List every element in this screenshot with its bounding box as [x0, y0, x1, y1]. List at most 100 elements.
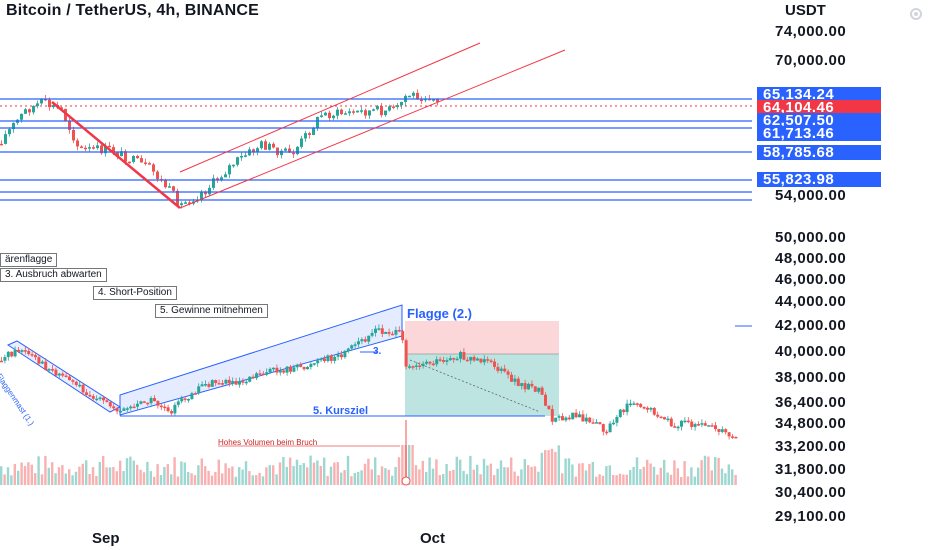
- candle: [139, 401, 143, 404]
- candle: [264, 141, 267, 150]
- candle: [612, 422, 615, 425]
- candle: [384, 331, 388, 334]
- candle: [132, 156, 135, 162]
- volume-bar: [261, 476, 265, 485]
- volume-bar: [537, 471, 540, 485]
- candle: [136, 156, 139, 159]
- volume-bar: [394, 466, 397, 485]
- candle: [132, 406, 136, 409]
- volume-bar: [156, 464, 159, 485]
- candle: [78, 384, 82, 387]
- price-tick: 42,000.00: [775, 317, 847, 334]
- candle: [632, 403, 636, 405]
- candle: [669, 418, 673, 427]
- volume-bar: [469, 455, 472, 485]
- candle: [506, 371, 510, 375]
- candle: [64, 375, 68, 378]
- volume-bar: [639, 469, 642, 485]
- candle: [332, 115, 335, 119]
- candle: [635, 403, 639, 405]
- candle: [676, 426, 680, 429]
- candle: [72, 129, 75, 141]
- candle: [673, 426, 677, 428]
- price-tick: 54,000.00: [775, 187, 847, 204]
- candle: [200, 384, 204, 387]
- volume-bar: [299, 465, 302, 485]
- candle: [319, 358, 323, 361]
- price-tick: 31,800.00: [775, 461, 847, 478]
- candle: [615, 416, 619, 423]
- volume-bar: [707, 456, 710, 485]
- volume-bar: [272, 465, 275, 485]
- candle: [462, 352, 466, 360]
- candle: [124, 151, 127, 162]
- flag-label: Flagge (2.): [407, 306, 473, 321]
- currency-label[interactable]: USDT: [785, 2, 826, 19]
- candle: [608, 423, 612, 433]
- volume-bar: [547, 450, 550, 485]
- volume-bar: [476, 464, 479, 485]
- candle: [435, 359, 439, 365]
- candle: [649, 407, 653, 410]
- volume-bar: [27, 462, 30, 485]
- breakout-volume-dot: [401, 476, 411, 486]
- candle: [304, 133, 307, 139]
- candle: [499, 368, 503, 371]
- candle: [329, 355, 333, 361]
- candle: [76, 140, 79, 147]
- volume-bar: [292, 466, 295, 485]
- x-tick-sep: Sep: [92, 530, 120, 547]
- settings-gear-icon[interactable]: [908, 6, 924, 22]
- candle: [420, 99, 423, 102]
- candle: [23, 350, 27, 352]
- volume-bar: [506, 467, 509, 485]
- step-label-3: 3. Ausbruch abwarten: [0, 268, 107, 282]
- candle: [432, 99, 435, 101]
- candle: [530, 383, 534, 387]
- volume-bar: [669, 474, 673, 485]
- candle: [412, 92, 415, 96]
- candle: [204, 384, 207, 386]
- candle: [92, 147, 95, 149]
- candle: [88, 147, 91, 149]
- candle: [208, 187, 211, 195]
- candle: [34, 355, 37, 358]
- candle: [37, 357, 41, 364]
- volume-bar: [54, 473, 57, 485]
- candle: [57, 373, 61, 376]
- volume-bar: [530, 466, 533, 485]
- volume-bar: [187, 471, 190, 485]
- candle: [8, 129, 11, 135]
- volume-bar: [408, 445, 411, 485]
- candle: [54, 369, 58, 376]
- candle: [85, 392, 88, 395]
- volume-bar: [646, 459, 649, 485]
- volume-bar: [258, 472, 261, 485]
- volume-bar: [673, 460, 676, 485]
- volume-bar: [23, 466, 27, 485]
- candle: [255, 373, 258, 379]
- volume-bar: [544, 450, 547, 485]
- volume-bar: [615, 475, 618, 485]
- candle: [188, 202, 191, 204]
- volume-bar: [85, 460, 88, 485]
- volume-bar: [513, 471, 516, 485]
- candle: [278, 370, 282, 373]
- candle: [10, 351, 14, 357]
- volume-bar: [720, 468, 724, 485]
- volume-bar: [238, 467, 241, 485]
- candle: [717, 429, 721, 432]
- volume-bar: [217, 459, 220, 485]
- volume-bar: [622, 474, 625, 485]
- volume-bar: [527, 465, 530, 485]
- volume-bar: [343, 470, 346, 485]
- volume-bar: [418, 469, 421, 485]
- candle: [156, 171, 159, 180]
- candle: [184, 202, 187, 204]
- candle: [598, 422, 602, 425]
- candle: [336, 354, 340, 357]
- candle: [4, 134, 7, 144]
- volume-bar: [608, 465, 611, 485]
- candle: [285, 366, 289, 373]
